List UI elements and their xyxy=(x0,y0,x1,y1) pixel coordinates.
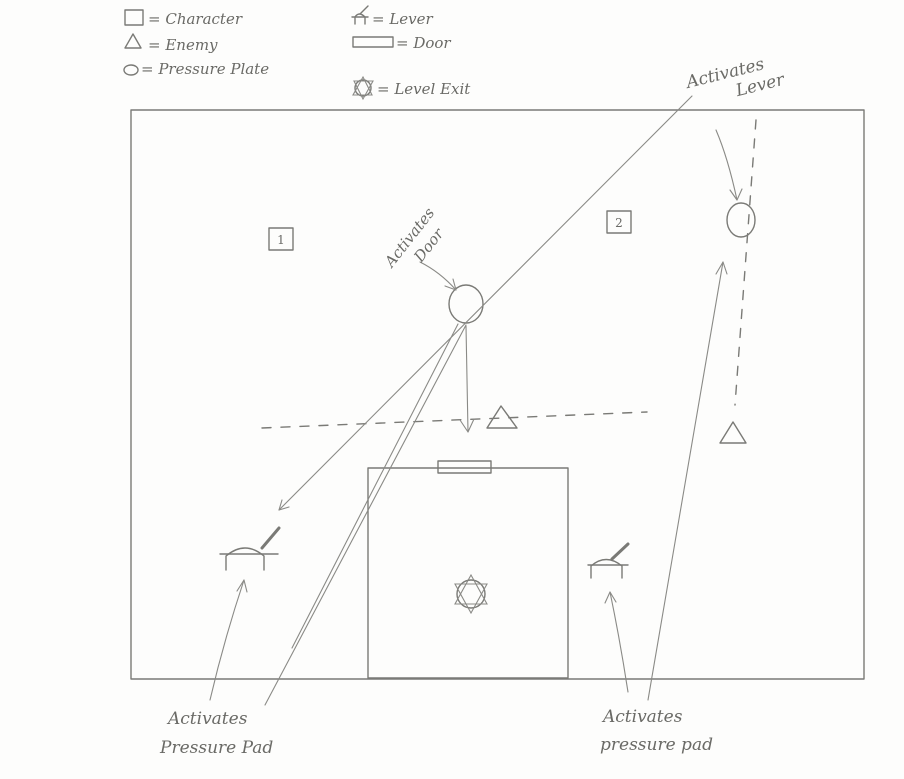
dashed-barrier-horizontal xyxy=(261,411,648,429)
legend-character-icon xyxy=(124,9,144,26)
arrowhead-activates-lever xyxy=(729,188,743,201)
annotation-activates-lever: Activates Lever xyxy=(682,54,787,101)
arrowhead-pad-left-lever xyxy=(236,579,248,593)
enemy-right xyxy=(719,421,747,444)
legend-door-label: = Door xyxy=(396,34,451,52)
character-2: 2 xyxy=(606,210,632,234)
line-pad-left-to-plate-2 xyxy=(291,323,459,649)
pad-right-line2: pressure pad xyxy=(600,735,713,755)
arrowhead-lever-left xyxy=(278,499,290,511)
character-1-number: 1 xyxy=(277,233,285,247)
line-lever-left-to-label xyxy=(278,95,693,511)
pressure-plate-right xyxy=(726,202,756,238)
annotation-activates-pressure-pad-right: Activates pressure pad xyxy=(600,707,713,755)
character-2-box xyxy=(606,210,632,234)
dashed-barrier-vertical xyxy=(734,119,757,406)
legend-door-icon xyxy=(352,36,394,48)
connection-lines xyxy=(209,95,743,706)
exit-room xyxy=(367,460,569,679)
lever-right-icon xyxy=(587,542,630,579)
pad-right-line1: Activates xyxy=(601,707,683,727)
character-1-box xyxy=(268,227,294,251)
legend-enemy-icon xyxy=(124,33,142,49)
legend-lever-icon xyxy=(351,5,369,25)
annotation-activates-door: Activates Door xyxy=(380,204,448,272)
line-activates-door xyxy=(419,261,457,291)
annotation-activates-pressure-pad-left: Activates Pressure Pad xyxy=(159,709,273,758)
level-exit-icon xyxy=(454,573,488,615)
pressure-plate-center xyxy=(448,284,484,324)
level-boundary xyxy=(130,109,865,680)
line-plate-to-enemy xyxy=(465,325,469,433)
door xyxy=(437,460,492,474)
line-pad-left-to-plate xyxy=(264,324,467,706)
legend-enemy-label: = Enemy xyxy=(148,36,218,54)
arrowhead-activates-door xyxy=(444,278,457,291)
legend-pressure-plate-label: = Pressure Plate xyxy=(141,60,269,78)
character-2-number: 2 xyxy=(615,216,623,230)
line-pad-right-to-lever xyxy=(609,591,629,693)
line-pad-right-to-plate xyxy=(647,261,724,701)
arrowhead-pad-right xyxy=(715,261,728,275)
arrowhead-plate-to-enemy xyxy=(459,418,475,433)
enemy-center xyxy=(486,405,518,429)
line-activates-lever xyxy=(715,129,738,201)
character-1: 1 xyxy=(268,227,294,251)
legend-character-label: = Character xyxy=(148,10,243,28)
legend-lever-label: = Lever xyxy=(372,10,434,28)
legend-level-exit-icon xyxy=(352,75,374,101)
legend-level-exit-label: = Level Exit xyxy=(377,80,471,98)
line-pad-left-to-lever xyxy=(209,579,245,701)
pad-left-line1: Activates xyxy=(166,709,248,729)
legend-pressure-plate-icon xyxy=(123,64,139,76)
lever-left-icon xyxy=(219,526,281,571)
arrowhead-pad-right-lever xyxy=(604,591,617,604)
pad-left-line2: Pressure Pad xyxy=(159,738,273,758)
legend: = Character = Enemy = Pressure Plate = L… xyxy=(123,5,471,101)
